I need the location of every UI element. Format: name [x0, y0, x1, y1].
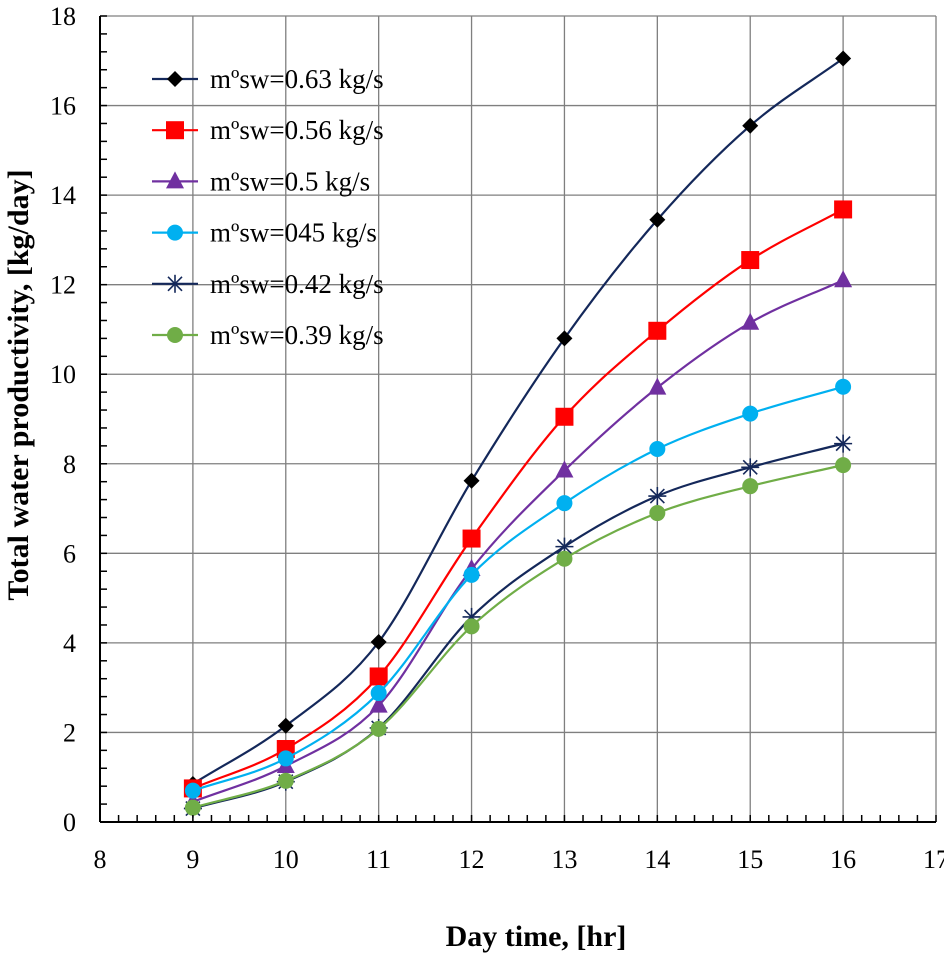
x-tick-label: 8	[94, 845, 107, 874]
x-tick-label: 16	[830, 845, 856, 874]
x-tick-label: 9	[186, 845, 199, 874]
x-tick-label: 11	[366, 845, 391, 874]
legend-label: mºsw=0.42 kg/s	[210, 269, 384, 299]
legend-entry: mºsw=0.56 kg/s	[152, 115, 384, 145]
legend-marker	[166, 171, 184, 189]
legend-label: mºsw=045 kg/s	[210, 218, 377, 248]
series-line	[192, 208, 844, 790]
data-point	[648, 377, 667, 395]
x-tick-label: 10	[273, 845, 299, 874]
data-point	[742, 405, 759, 422]
data-point	[741, 251, 760, 270]
data-point	[648, 321, 667, 340]
data-point	[369, 695, 388, 713]
plot-area	[183, 50, 853, 818]
data-point	[463, 566, 480, 583]
data-point	[741, 312, 760, 330]
x-tick-label: 15	[737, 845, 763, 874]
legend-marker	[167, 71, 183, 87]
data-point	[742, 117, 759, 134]
data-point	[835, 378, 852, 395]
y-tick-label: 0	[63, 808, 76, 837]
data-point	[649, 441, 666, 458]
legend: mºsw=0.63 kg/s mºsw=0.56 kg/s mºsw=0.5 kg/…	[152, 64, 384, 350]
series-4	[184, 378, 852, 799]
x-tick-label: 14	[644, 845, 670, 874]
tick-labels: 8 9 10 11 12 13 14 15 16 17 0 2 4 6 8 10 12 14 16 18	[50, 2, 944, 874]
data-point	[649, 211, 666, 228]
data-point	[184, 782, 201, 799]
data-point	[648, 487, 667, 506]
data-point	[277, 772, 294, 789]
data-point	[834, 200, 853, 219]
axes	[99, 15, 937, 823]
legend-entry: mºsw=0.39 kg/s	[152, 320, 384, 350]
data-point	[835, 457, 852, 474]
data-point	[462, 529, 481, 548]
y-tick-label: 4	[63, 629, 76, 658]
legend-entry: mºsw=0.42 kg/s	[152, 269, 384, 299]
series-6	[184, 457, 852, 816]
data-point	[369, 667, 388, 686]
data-point	[370, 685, 387, 702]
data-point	[277, 750, 294, 767]
legend-marker	[167, 327, 183, 343]
series-line	[192, 279, 844, 803]
y-tick-label: 12	[50, 271, 76, 300]
data-point	[649, 505, 666, 522]
legend-marker	[166, 274, 184, 293]
y-tick-label: 6	[63, 539, 76, 568]
data-point	[370, 633, 387, 650]
x-tick-label: 17	[923, 845, 944, 874]
legend-entry: mºsw=045 kg/s	[152, 218, 377, 248]
data-point	[834, 434, 853, 453]
legend-marker	[167, 224, 183, 241]
data-point	[835, 50, 852, 67]
legend-label: mºsw=0.56 kg/s	[210, 115, 384, 145]
data-point	[184, 799, 201, 816]
y-axis-title: Total water productivity, [kg/day]	[2, 169, 35, 600]
y-tick-label: 10	[50, 360, 76, 389]
data-point	[556, 330, 573, 347]
data-point	[370, 720, 387, 737]
data-point	[463, 618, 480, 635]
legend-label: mºsw=0.39 kg/s	[210, 320, 384, 350]
y-tick-label: 2	[63, 718, 76, 747]
data-point	[463, 472, 480, 489]
legend-marker	[166, 121, 184, 140]
x-tick-label: 12	[459, 845, 485, 874]
data-point	[834, 270, 853, 288]
legend-entry: mºsw=0.63 kg/s	[152, 64, 384, 94]
y-tick-label: 14	[50, 181, 76, 210]
y-tick-label: 16	[50, 92, 76, 121]
data-point	[555, 460, 574, 478]
x-axis-title: Day time, [hr]	[446, 920, 627, 953]
data-point	[556, 550, 573, 567]
x-tick-label: 13	[551, 845, 577, 874]
legend-label: mºsw=0.5 kg/s	[210, 166, 370, 196]
series-line	[192, 385, 844, 792]
legend-label: mºsw=0.63 kg/s	[210, 64, 384, 94]
y-tick-label: 18	[50, 2, 76, 31]
data-point	[556, 495, 573, 512]
series-line	[192, 57, 844, 785]
data-point	[277, 717, 294, 734]
series-2	[183, 200, 853, 798]
data-point	[742, 478, 759, 495]
series-line	[192, 464, 844, 809]
data-point	[555, 407, 574, 426]
legend-entry: mºsw=0.5 kg/s	[152, 166, 370, 196]
y-tick-label: 8	[63, 450, 76, 479]
data-point	[741, 458, 760, 477]
